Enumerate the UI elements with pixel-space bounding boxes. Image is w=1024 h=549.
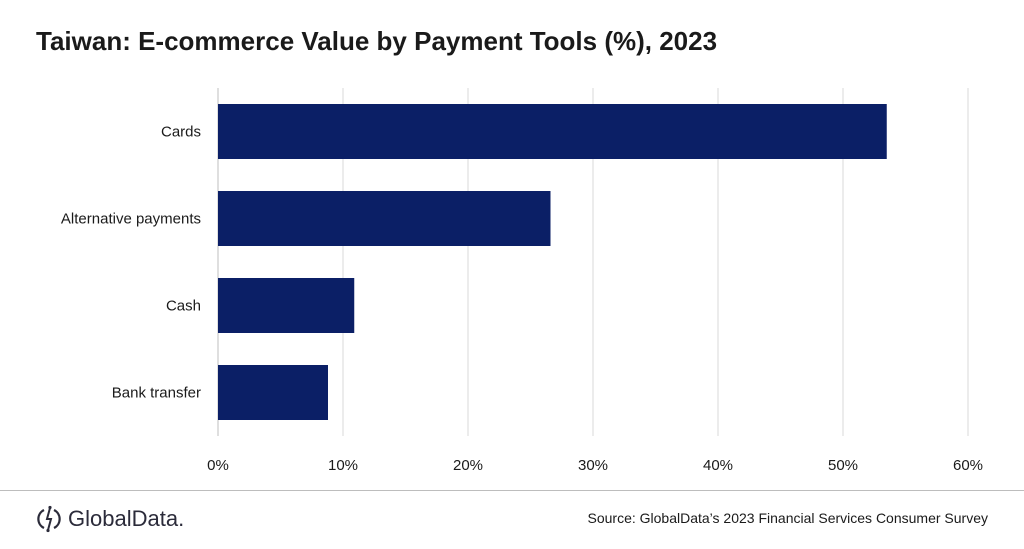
x-tick-label: 30%: [578, 457, 608, 474]
chart-title: Taiwan: E-commerce Value by Payment Tool…: [36, 26, 718, 56]
x-tick-label: 0%: [207, 457, 229, 474]
y-category-label: Bank transfer: [112, 385, 201, 402]
footer-divider: [0, 490, 1024, 491]
bar-bank-transfer: [218, 365, 328, 420]
x-tick-label: 20%: [453, 457, 483, 474]
logo-text: GlobalData.: [68, 506, 185, 531]
y-category-label: Cards: [161, 124, 201, 141]
source-note: Source: GlobalData’s 2023 Financial Serv…: [587, 510, 989, 526]
bar-alternative-payments: [218, 191, 551, 246]
x-tick-label: 40%: [703, 457, 733, 474]
bar-chart: 0% 10% 20% 30% 40% 50% 60% Cards Alternative pay…: [61, 88, 983, 474]
x-tick-label: 60%: [953, 457, 983, 474]
bar-cash: [218, 278, 355, 333]
globaldata-logo-icon: [37, 505, 61, 533]
bar-cards: [218, 104, 887, 159]
x-tick-label: 50%: [828, 457, 858, 474]
y-category-label: Cash: [166, 298, 201, 315]
y-category-label: Alternative payments: [61, 211, 201, 228]
globaldata-logo: GlobalData.: [36, 505, 184, 533]
x-tick-label: 10%: [328, 457, 358, 474]
